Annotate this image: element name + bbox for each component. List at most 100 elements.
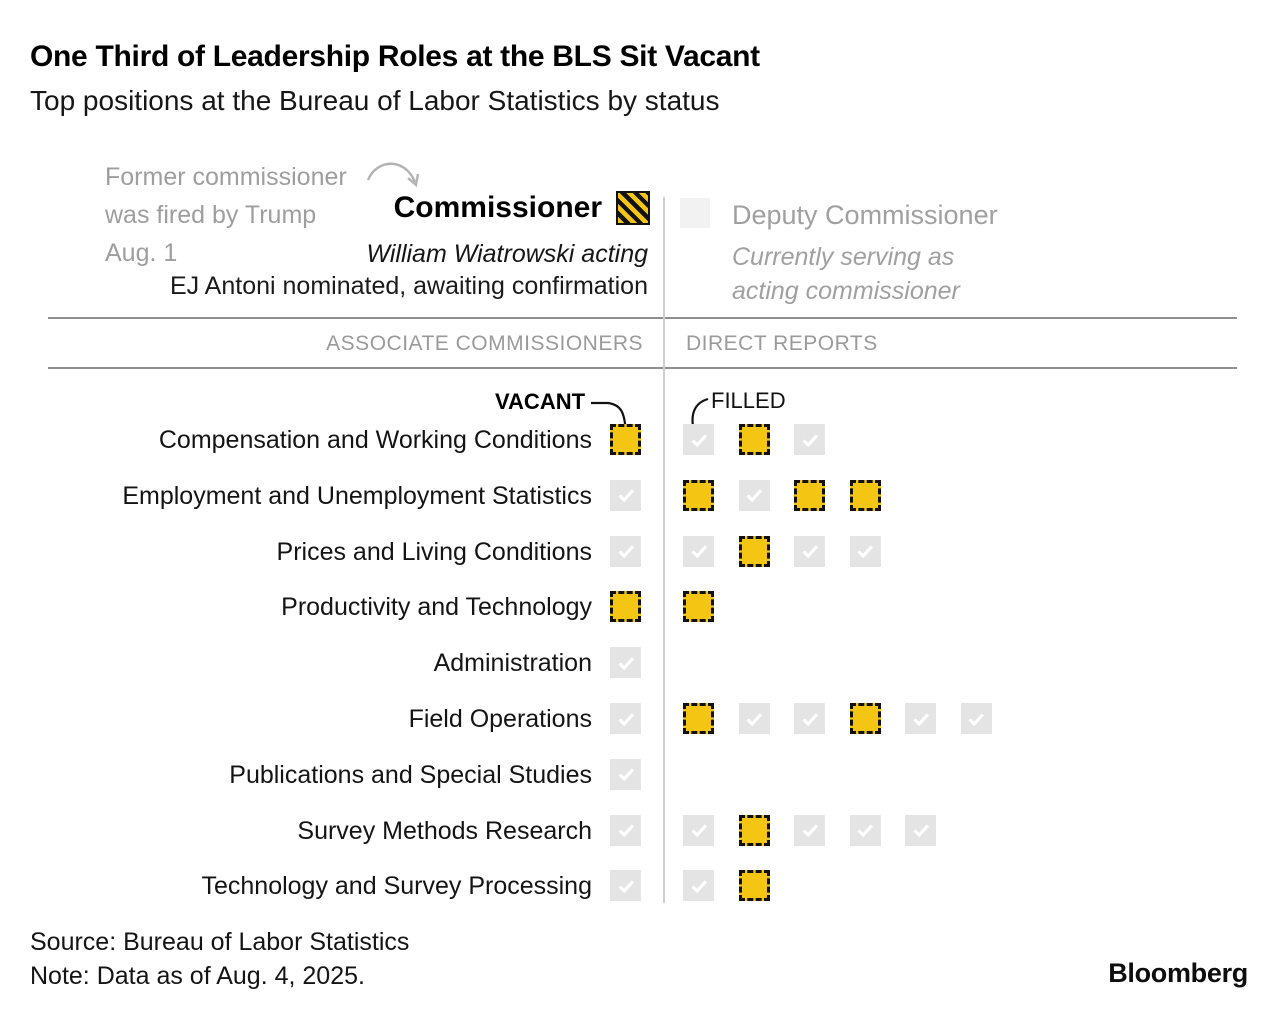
table-row: Productivity and Technology bbox=[0, 579, 1285, 635]
direct-report-vacant-square bbox=[683, 479, 714, 511]
table-row: Employment and Unemployment Statistics bbox=[0, 468, 1285, 524]
row-label: Field Operations bbox=[408, 705, 592, 733]
associate-filled-square bbox=[610, 479, 641, 511]
direct-report-filled-square bbox=[905, 703, 936, 734]
deputy-filled-square-icon bbox=[680, 198, 710, 228]
deputy-commissioner-title: Deputy Commissioner bbox=[732, 200, 998, 230]
check-icon bbox=[801, 433, 818, 447]
header-bottom-rule bbox=[48, 367, 1237, 369]
column-divider-line bbox=[663, 197, 665, 903]
associate-filled-square bbox=[610, 814, 641, 846]
table-row: Field Operations bbox=[0, 691, 1285, 747]
direct-report-vacant-square bbox=[738, 870, 770, 902]
associate-filled-square bbox=[610, 535, 641, 567]
bloomberg-logo: Bloomberg bbox=[1108, 958, 1248, 988]
source-text: Source: Bureau of Labor Statistics bbox=[30, 928, 410, 956]
row-label: Compensation and Working Conditions bbox=[158, 426, 592, 454]
former-commissioner-annotation: Former commissioner was fired by Trump A… bbox=[105, 158, 405, 272]
direct-report-vacant-square bbox=[738, 424, 770, 455]
direct-report-filled-square bbox=[905, 814, 936, 846]
row-label: Publications and Special Studies bbox=[229, 760, 592, 789]
associate-filled-square bbox=[610, 758, 641, 790]
row-label: Administration bbox=[433, 649, 592, 678]
page-title: One Third of Leadership Roles at the BLS… bbox=[30, 40, 760, 73]
annotation-curved-arrow-icon bbox=[366, 162, 420, 188]
direct-report-filled-square bbox=[960, 703, 992, 734]
row-label: Prices and Living Conditions bbox=[276, 537, 592, 566]
check-icon bbox=[690, 880, 707, 894]
table-row: Compensation and Working Conditions bbox=[0, 412, 1285, 468]
check-icon bbox=[857, 545, 874, 559]
associate-vacant-square bbox=[610, 424, 641, 455]
commissioner-title: Commissioner bbox=[393, 191, 602, 224]
check-icon bbox=[690, 545, 707, 559]
direct-report-filled-square bbox=[794, 703, 825, 734]
check-icon bbox=[617, 824, 634, 838]
annotation-line: Former commissioner bbox=[105, 163, 347, 191]
check-icon bbox=[746, 712, 763, 726]
header-top-rule bbox=[48, 317, 1237, 319]
commissioner-acting-name: William Wiatrowski acting bbox=[366, 240, 648, 268]
associate-filled-square bbox=[610, 703, 641, 734]
direct-report-vacant-square bbox=[849, 703, 881, 734]
check-icon bbox=[857, 824, 874, 838]
check-icon bbox=[912, 712, 929, 726]
check-icon bbox=[617, 712, 634, 726]
check-icon bbox=[617, 768, 634, 782]
deputy-note-line: acting commissioner bbox=[732, 277, 960, 305]
check-icon bbox=[801, 545, 818, 559]
direct-report-filled-square bbox=[683, 814, 714, 846]
check-icon bbox=[801, 712, 818, 726]
check-icon bbox=[746, 489, 763, 503]
direct-report-filled-square bbox=[794, 814, 825, 846]
legend-filled-label: FILLED bbox=[711, 388, 786, 413]
page-subtitle: Top positions at the Bureau of Labor Sta… bbox=[30, 85, 720, 116]
direct-report-vacant-square bbox=[738, 814, 770, 846]
direct-report-filled-square bbox=[738, 703, 770, 734]
check-icon bbox=[617, 489, 634, 503]
table-row: Prices and Living Conditions bbox=[0, 524, 1285, 580]
direct-report-filled-square bbox=[683, 870, 714, 902]
column-header-associate-commissioners: ASSOCIATE COMMISSIONERS bbox=[326, 332, 643, 355]
direct-report-filled-square bbox=[683, 424, 714, 455]
check-icon bbox=[912, 824, 929, 838]
row-label: Technology and Survey Processing bbox=[201, 872, 592, 901]
check-icon bbox=[617, 545, 634, 559]
direct-report-filled-square bbox=[794, 535, 825, 567]
commissioner-vacant-hatched-square-icon bbox=[616, 191, 650, 225]
direct-report-vacant-square bbox=[849, 479, 881, 511]
table-row: Survey Methods Research bbox=[0, 803, 1285, 859]
deputy-commissioner-note: Currently serving as acting commissioner bbox=[732, 240, 960, 308]
check-icon bbox=[690, 824, 707, 838]
row-label: Survey Methods Research bbox=[297, 816, 592, 845]
direct-report-vacant-square bbox=[794, 479, 825, 511]
associate-filled-square bbox=[610, 870, 641, 902]
legend-vacant-label: VACANT bbox=[495, 389, 586, 414]
direct-report-filled-square bbox=[683, 535, 714, 567]
column-header-direct-reports: DIRECT REPORTS bbox=[686, 332, 878, 355]
table-row: Technology and Survey Processing bbox=[0, 858, 1285, 914]
table-row: Publications and Special Studies bbox=[0, 747, 1285, 803]
check-icon bbox=[968, 712, 985, 726]
check-icon bbox=[617, 657, 634, 670]
commissioner-block: Commissioner bbox=[0, 191, 650, 225]
commissioner-nominee-note: EJ Antoni nominated, awaiting confirmati… bbox=[169, 272, 648, 300]
direct-report-filled-square bbox=[738, 479, 770, 511]
deputy-note-line: Currently serving as bbox=[732, 243, 955, 271]
check-icon bbox=[690, 433, 707, 447]
row-label: Employment and Unemployment Statistics bbox=[122, 481, 592, 510]
direct-report-vacant-square bbox=[683, 591, 714, 623]
table-row: Administration bbox=[0, 635, 1285, 691]
associate-filled-square bbox=[610, 647, 641, 679]
direct-report-filled-square bbox=[849, 814, 881, 846]
row-label: Productivity and Technology bbox=[281, 593, 592, 622]
check-icon bbox=[617, 880, 634, 894]
check-icon bbox=[801, 824, 818, 838]
direct-report-vacant-square bbox=[683, 703, 714, 734]
direct-report-filled-square bbox=[794, 424, 825, 455]
annotation-line: Aug. 1 bbox=[105, 239, 178, 267]
annotation-line: was fired by Trump bbox=[105, 201, 317, 229]
direct-report-filled-square bbox=[849, 535, 881, 567]
note-text: Note: Data as of Aug. 4, 2025. bbox=[30, 962, 365, 990]
